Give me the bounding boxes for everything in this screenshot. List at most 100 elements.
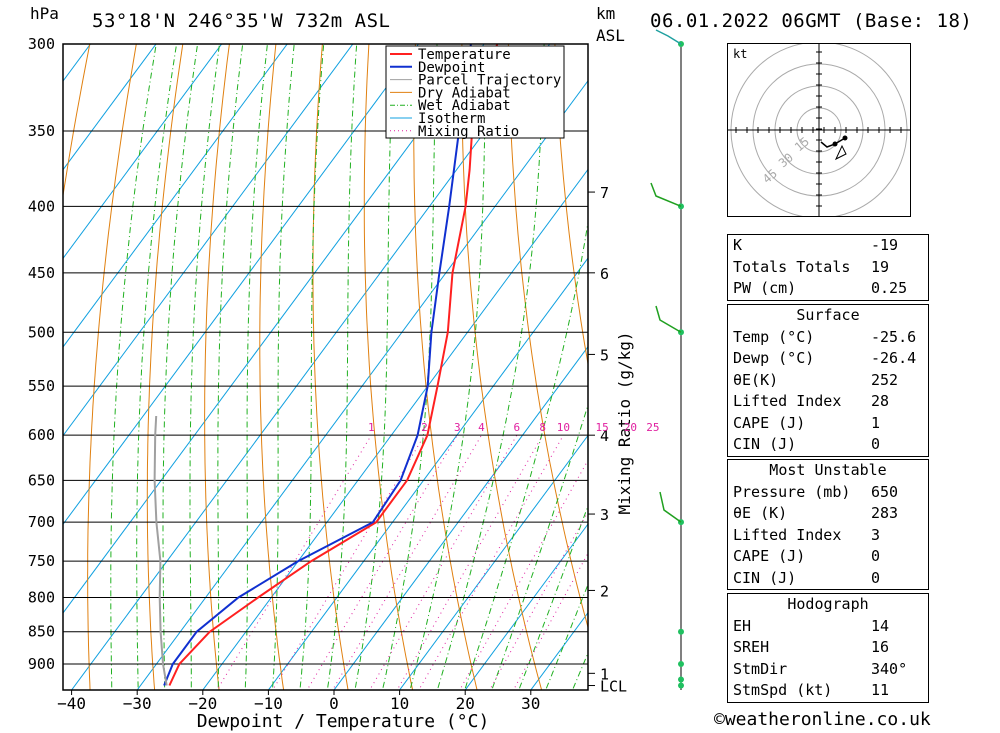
copyright: ©weatheronline.co.uk — [714, 709, 931, 730]
isotherm-line — [63, 44, 157, 171]
mixing-ratio-label: 4 — [478, 421, 485, 434]
wet-adiabat-line — [162, 44, 199, 690]
x-tick-label: −20 — [188, 694, 217, 713]
location-title: 53°18'N 246°35'W 732m ASL — [92, 10, 391, 32]
pressure-tick-label: 800 — [28, 589, 55, 607]
pw-label: PW (cm) — [733, 279, 797, 297]
wind-dot — [678, 682, 684, 689]
x-tick-label: −40 — [57, 694, 86, 713]
dry-adiabat-line — [312, 44, 349, 690]
surface-label: Dewp (°C) — [733, 349, 815, 367]
k-label: K — [733, 236, 743, 254]
wet-adiabat-line — [136, 44, 178, 690]
surface-panel: Surface Temp (°C) -25.6 Dewp (°C) -26.4 θE(K… — [727, 304, 929, 457]
hodograph-trace — [820, 137, 846, 148]
mixing-ratio-label: 25 — [646, 421, 659, 434]
most-unstable-row: CIN (J) 0 — [728, 568, 928, 590]
hodograph-row: SREH 16 — [728, 637, 928, 659]
surface-value: 252 — [871, 370, 899, 389]
series-dewpoint — [163, 44, 472, 686]
legend-item: Parcel Trajectory — [418, 73, 561, 89]
surface-row: Temp (°C) -25.6 — [728, 327, 928, 349]
mixing-ratio-line — [418, 434, 564, 690]
isotherm-line — [464, 523, 588, 690]
dry-adiabat-line — [146, 44, 184, 690]
surface-value: -25.6 — [871, 327, 917, 346]
wind-barb — [655, 29, 682, 45]
legend-item: Dry Adiabat — [418, 85, 511, 101]
wind-barb — [655, 305, 682, 333]
dry-adiabat-line — [259, 44, 285, 690]
dry-adiabat-line — [363, 44, 414, 690]
hodograph-value: 340° — [871, 659, 908, 678]
surface-label: Temp (°C) — [733, 327, 815, 346]
wet-adiabat-line — [409, 44, 488, 690]
hodograph-label: StmDir — [733, 659, 788, 678]
mixing-ratio-label: 2 — [421, 421, 428, 434]
hodograph-ring-label: 30 — [776, 150, 796, 170]
mixing-ratio-label: 1 — [368, 421, 375, 434]
isotherm-line — [63, 44, 223, 260]
dry-adiabat-line — [461, 44, 543, 690]
dry-adiabat-line — [919, 5, 1000, 700]
isotherm-line — [63, 44, 92, 82]
pressure-tick-label: 500 — [28, 323, 55, 341]
isotherm-line — [267, 257, 588, 690]
pressure-tick-label: 300 — [28, 35, 55, 53]
wet-adiabat-line — [491, 403, 588, 690]
surface-row: Lifted Index 28 — [728, 391, 928, 413]
x-tick-label: 10 — [390, 694, 409, 713]
hodograph-value: 14 — [871, 616, 890, 635]
surface-value: 28 — [871, 392, 890, 410]
surface-row: CAPE (J) 1 — [728, 413, 928, 435]
most-unstable-title: Most Unstable — [769, 461, 887, 479]
indices-panel: K -19 Totals Totals 19 PW (cm) 0.25 — [727, 234, 929, 301]
most-unstable-row: θE (K) 283 — [728, 503, 928, 525]
hodograph-row: EH 14 — [728, 616, 928, 638]
most-unstable-label: Pressure (mb) — [733, 482, 851, 501]
dry-adiabat-line — [964, 5, 1000, 700]
pressure-tick-label: 650 — [28, 471, 55, 489]
wind-dot — [678, 661, 684, 667]
most-unstable-value: 0 — [871, 547, 881, 565]
surface-label: CIN (J) — [733, 435, 797, 453]
most-unstable-row: CAPE (J) 0 — [728, 546, 928, 568]
wet-adiabat-line — [110, 44, 157, 690]
hodograph-row: StmSpd (kt) 11 — [728, 680, 928, 702]
plot-frame — [62, 43, 589, 691]
pressure-tick-label: 550 — [28, 377, 55, 395]
x-tick-label: 20 — [456, 694, 475, 713]
pressure-tick-label: 750 — [28, 552, 55, 570]
hpa-unit: hPa — [30, 4, 59, 23]
pressure-tick-label: 400 — [28, 197, 55, 215]
hodograph-ring-label: 15 — [792, 134, 812, 154]
most-unstable-row: Pressure (mb) 650 — [728, 482, 928, 504]
legend-item: Temperature — [418, 47, 511, 63]
wind-dot — [678, 628, 684, 635]
surface-row: θE(K) 252 — [728, 370, 928, 392]
wet-adiabat-line — [299, 44, 325, 690]
most-unstable-label: θE (K) — [733, 504, 788, 522]
km-tick-label: 1 — [600, 665, 609, 683]
hodograph-label: StmSpd (kt) — [733, 681, 833, 699]
hodograph-title: Hodograph — [787, 595, 869, 613]
mixing-ratio-label: 20 — [624, 421, 637, 434]
mixing-ratio-label: 6 — [513, 421, 520, 434]
mixing-ratio-line — [332, 434, 482, 690]
datetime-title: 06.01.2022 06GMT (Base: 18) — [650, 10, 973, 32]
x-tick-label: −10 — [254, 694, 283, 713]
wind-barb — [659, 491, 682, 523]
km-unit: km — [596, 4, 616, 23]
most-unstable-value: 0 — [871, 568, 881, 587]
surface-value: 1 — [871, 413, 881, 432]
isotherm-line — [398, 434, 588, 690]
dry-adiabat-line — [413, 44, 478, 690]
x-tick-label: −30 — [123, 694, 152, 713]
hodograph-label: EH — [733, 616, 752, 635]
wind-barb — [650, 182, 682, 208]
hodograph-unit: kt — [733, 47, 747, 61]
wet-adiabat-line — [271, 44, 295, 690]
mixing-ratio-label: 8 — [539, 421, 546, 434]
